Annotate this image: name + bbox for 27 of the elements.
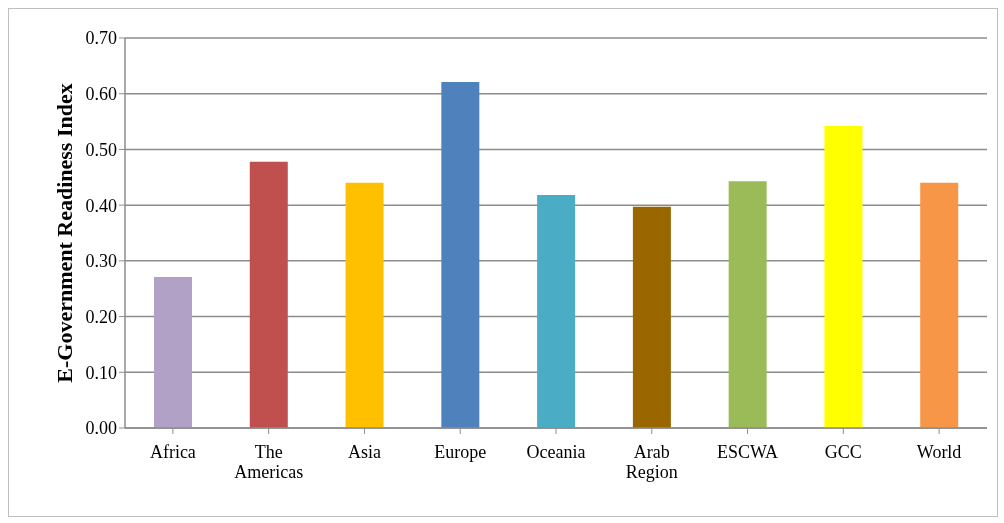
x-tick-label: World — [916, 442, 962, 463]
x-tick-label: ESCWA — [717, 442, 779, 463]
bar — [249, 161, 288, 428]
bar — [920, 182, 959, 428]
bar — [154, 277, 192, 428]
bar — [632, 206, 671, 428]
y-tick-label: 0.20 — [85, 306, 117, 327]
x-tick-label: Europe — [434, 442, 487, 463]
y-tick-label: 0.30 — [85, 251, 117, 272]
bar — [537, 195, 576, 428]
x-tick-label: Asia — [347, 442, 381, 463]
x-tick-label: Africa — [149, 442, 196, 463]
y-tick-label: 0.10 — [85, 362, 117, 383]
y-tick-label: 0.00 — [85, 418, 117, 439]
y-tick-label: 0.60 — [85, 84, 117, 105]
x-tick-label: Arab Region — [625, 442, 678, 482]
x-tick-label: GCC — [824, 442, 862, 463]
y-axis-title: E-Government Readiness Index — [51, 83, 77, 383]
bar — [345, 182, 384, 428]
bar — [824, 126, 863, 428]
x-tick-label: Oceania — [526, 442, 586, 463]
y-tick-label: 0.50 — [85, 139, 117, 160]
y-tick-label: 0.40 — [85, 195, 117, 216]
y-tick-label: 0.70 — [85, 28, 117, 49]
bar — [441, 82, 480, 428]
x-tick-label: The Americas — [234, 442, 304, 482]
bar — [728, 181, 767, 428]
